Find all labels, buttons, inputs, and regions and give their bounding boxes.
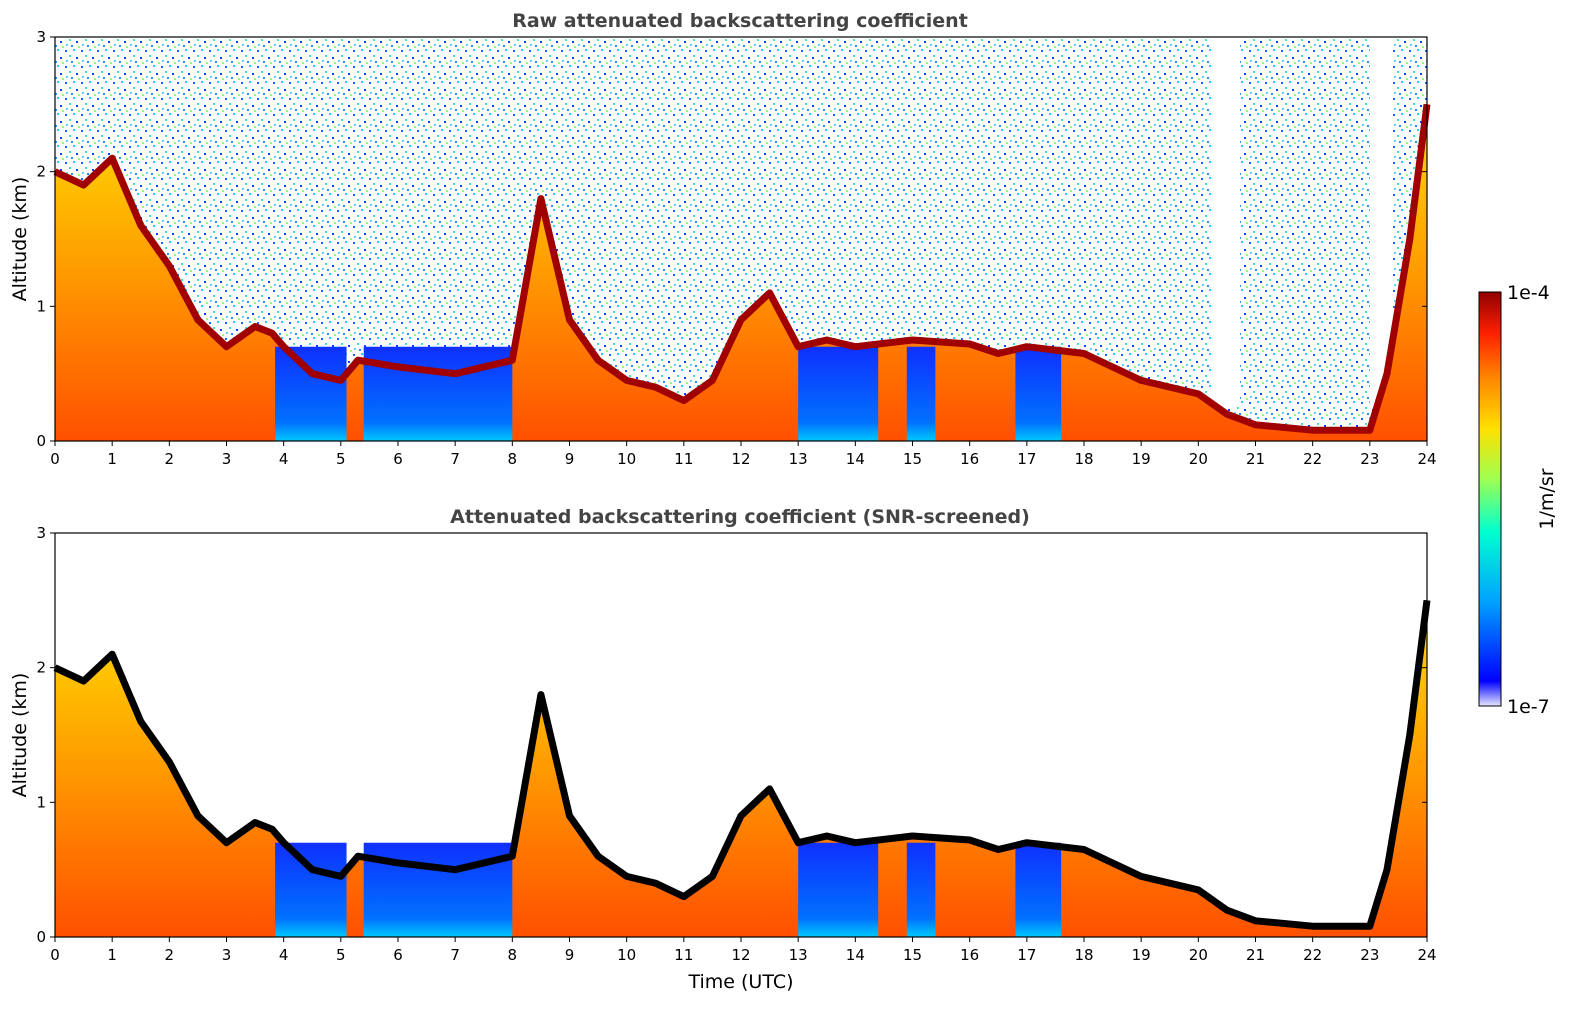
x-tick-label: 18 [1074,946,1093,964]
clear-air-band [363,346,513,441]
x-tick-label: 19 [1132,946,1151,964]
x-tick-label: 2 [165,946,175,964]
x-tick-label: 21 [1246,450,1265,468]
y-tick-label: 0 [36,928,46,946]
x-tick-label: 9 [565,946,575,964]
panel-snr-screened: Attenuated backscattering coefficient (S… [9,506,1437,993]
panel-raw: Raw attenuated backscattering coefficien… [9,10,1437,468]
x-tick-label: 22 [1303,946,1322,964]
x-tick-label: 13 [789,946,808,964]
x-tick-label: 18 [1074,450,1093,468]
x-tick-label: 14 [846,450,865,468]
x-tick-label: 1 [107,946,117,964]
y-tick-label: 0 [36,432,46,450]
x-tick-label: 16 [960,450,979,468]
clear-air-band [906,842,936,937]
boundary-layer-top-line [53,599,1431,930]
x-tick-label: 13 [789,450,808,468]
x-tick-label: 12 [731,450,750,468]
x-tick-label: 11 [674,946,693,964]
y-tick-label: 2 [36,659,46,677]
x-tick-label: 14 [846,946,865,964]
x-tick-label: 2 [165,450,175,468]
x-tick-label: 6 [393,450,403,468]
clear-air-band [906,346,936,441]
plot-area [53,533,1431,937]
colorbar: 1e-4 1e-7 1/m/sr [1478,282,1558,718]
colorbar-units-label: 1/m/sr [1536,468,1558,529]
x-tick-label: 1 [107,450,117,468]
clear-air-band [798,346,879,441]
y-axis-label: Altitude (km) [9,673,31,798]
panel-title: Raw attenuated backscattering coefficien… [512,10,968,32]
x-tick-label: 11 [674,450,693,468]
x-tick-label: 17 [1017,450,1036,468]
clear-air-band [798,842,879,937]
x-tick-label: 15 [903,946,922,964]
x-tick-label: 22 [1303,450,1322,468]
colorbar-gradient [1478,291,1502,707]
x-tick-label: 20 [1189,946,1208,964]
clear-air-band [1015,346,1062,441]
clear-air-band [363,842,513,937]
colorbar-max-label: 1e-4 [1507,282,1550,304]
clear-gap [1212,37,1240,407]
y-tick-label: 1 [36,297,46,315]
x-axis-label: Time (UTC) [687,971,793,993]
y-tick-label: 3 [36,524,46,542]
x-tick-label: 10 [617,946,636,964]
x-tick-label: 8 [508,946,518,964]
x-tick-label: 4 [279,450,289,468]
clear-air-band [275,842,347,937]
x-tick-label: 23 [1360,450,1379,468]
clear-gap [1370,37,1392,407]
x-tick-label: 8 [508,450,518,468]
x-tick-label: 17 [1017,946,1036,964]
y-axis-label: Altitude (km) [9,177,31,302]
x-tick-label: 0 [50,946,60,964]
clear-air-band [1015,842,1062,937]
x-tick-label: 7 [450,450,460,468]
colorbar-min-label: 1e-7 [1507,696,1550,718]
y-tick-label: 2 [36,163,46,181]
x-tick-label: 24 [1417,946,1436,964]
panel-title: Attenuated backscattering coefficient (S… [450,506,1030,528]
x-tick-label: 16 [960,946,979,964]
x-tick-label: 10 [617,450,636,468]
y-tick-label: 3 [36,28,46,46]
x-tick-label: 3 [222,946,232,964]
x-tick-label: 15 [903,450,922,468]
x-tick-label: 4 [279,946,289,964]
boundary-layer-top-line [53,103,1431,434]
x-tick-label: 12 [731,946,750,964]
clear-air-band [275,346,347,441]
x-tick-label: 3 [222,450,232,468]
x-tick-label: 24 [1417,450,1436,468]
x-tick-label: 0 [50,450,60,468]
x-tick-label: 23 [1360,946,1379,964]
x-tick-label: 5 [336,450,346,468]
x-tick-label: 19 [1132,450,1151,468]
x-tick-label: 9 [565,450,575,468]
x-tick-label: 7 [450,946,460,964]
x-tick-label: 20 [1189,450,1208,468]
y-tick-label: 1 [36,793,46,811]
x-tick-label: 21 [1246,946,1265,964]
x-tick-label: 6 [393,946,403,964]
x-tick-label: 5 [336,946,346,964]
plot-area [53,37,1431,442]
